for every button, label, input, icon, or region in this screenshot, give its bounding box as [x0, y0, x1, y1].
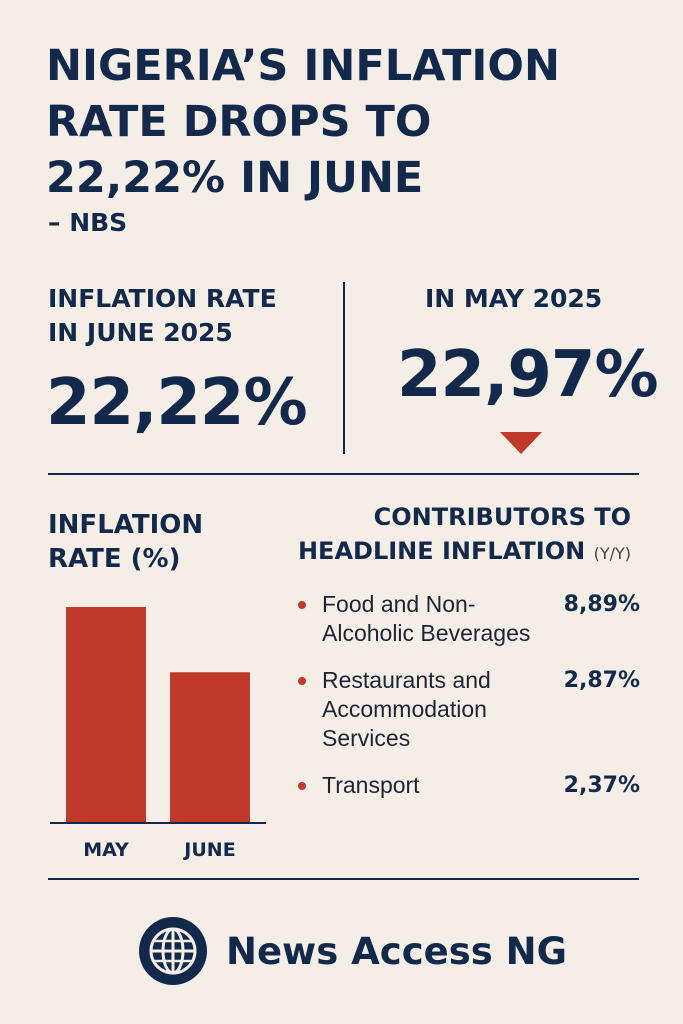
contributors-title: CONTRIBUTORS TO HEADLINE INFLATION (Y/Y)	[298, 500, 631, 571]
section-rule-top	[48, 473, 639, 475]
bullet-dot-icon	[298, 677, 306, 685]
current-rate-label-line-1: INFLATION RATE	[48, 282, 277, 316]
contributor-item-transport: Transport 2,37%	[298, 771, 640, 800]
contributor-name: Transport	[322, 771, 562, 800]
brand: News Access NG	[136, 914, 567, 988]
contributor-item-food: Food and Non-Alcoholic Beverages 8,89%	[298, 590, 640, 648]
chart-title: INFLATION RATE (%)	[48, 508, 203, 576]
previous-rate-label: IN MAY 2025	[425, 282, 602, 316]
x-tick-label: MAY	[83, 839, 129, 861]
contributors-title-line-1: CONTRIBUTORS TO	[298, 500, 631, 534]
bar-may	[66, 607, 146, 822]
current-rate-label: INFLATION RATE IN JUNE 2025	[48, 282, 277, 350]
current-rate-value: 22,22%	[46, 368, 307, 438]
source-label: – NBS	[48, 208, 127, 237]
contributor-value: 2,87%	[564, 666, 640, 695]
previous-rate-value: 22,97%	[397, 340, 658, 410]
headline: NIGERIA’S INFLATION RATE DROPS TO 22,22%…	[46, 38, 646, 206]
contributors-unit: (Y/Y)	[594, 544, 631, 563]
stat-divider	[343, 282, 345, 454]
inflation-bar-chart: MAY JUNE	[40, 590, 280, 870]
contributor-value: 2,37%	[564, 771, 640, 800]
bullet-dot-icon	[298, 782, 306, 790]
section-rule-bottom	[48, 878, 639, 880]
down-triangle-icon	[500, 432, 542, 454]
contributor-item-restaurants: Restaurants and Accommodation Services 2…	[298, 666, 640, 753]
contributor-name: Restaurants and Accommodation Services	[322, 666, 562, 753]
headline-line-2: RATE DROPS TO	[46, 94, 646, 150]
x-tick-label: JUNE	[182, 839, 235, 861]
headline-line-1: NIGERIA’S INFLATION	[46, 38, 646, 94]
current-rate-label-line-2: IN JUNE 2025	[48, 316, 277, 350]
chart-title-line-1: INFLATION	[48, 508, 203, 542]
brand-name: News Access NG	[226, 930, 567, 973]
bar-june	[170, 672, 250, 822]
contributors-list: Food and Non-Alcoholic Beverages 8,89% R…	[298, 590, 640, 812]
bullet-dot-icon	[298, 601, 306, 609]
globe-icon	[136, 914, 210, 988]
contributor-name: Food and Non-Alcoholic Beverages	[322, 590, 562, 648]
headline-line-3: 22,22% IN JUNE	[46, 150, 646, 206]
contributor-value: 8,89%	[564, 590, 640, 619]
chart-title-line-2: RATE (%)	[48, 542, 203, 576]
contributors-title-line-2: HEADLINE INFLATION	[298, 537, 585, 565]
